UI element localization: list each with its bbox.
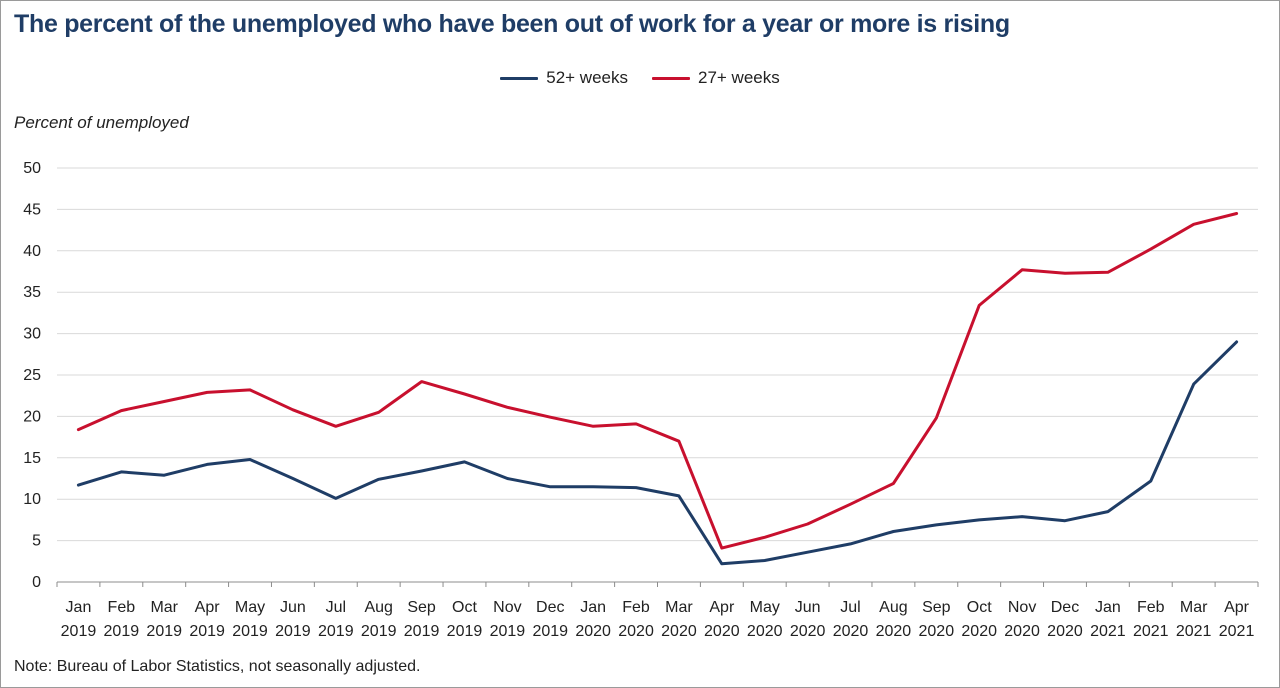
- x-tick-label-year: 2019: [104, 623, 140, 640]
- x-tick-label-month: Nov: [493, 599, 521, 616]
- x-tick-label-year: 2020: [1047, 623, 1083, 640]
- x-tick-label-year: 2021: [1090, 623, 1126, 640]
- x-tick-label-year: 2020: [790, 623, 826, 640]
- legend-label-52-weeks: 52+ weeks: [546, 68, 628, 87]
- y-tick-label: 40: [23, 243, 41, 260]
- x-tick-label-year: 2020: [961, 623, 997, 640]
- legend-swatch-52-weeks: [500, 76, 539, 80]
- x-tick-label-year: 2020: [704, 623, 740, 640]
- y-tick-label: 5: [32, 533, 41, 550]
- legend-swatch-27-weeks: [652, 76, 690, 80]
- y-tick-label: 25: [23, 367, 41, 384]
- x-tick-label-month: Aug: [364, 599, 392, 616]
- x-tick-label-year: 2019: [318, 623, 354, 640]
- x-tick-label-year: 2020: [618, 623, 654, 640]
- x-tick-label-month: Dec: [536, 599, 564, 616]
- x-tick-label-month: Apr: [195, 599, 221, 616]
- y-axis-label: Percent of unemployed: [14, 113, 189, 132]
- x-tick-label-month: Apr: [709, 599, 735, 616]
- x-tick-label-month: Oct: [967, 599, 992, 616]
- x-tick-label-year: 2019: [189, 623, 225, 640]
- x-tick-label-month: Jun: [795, 599, 821, 616]
- x-tick-label-year: 2020: [833, 623, 869, 640]
- y-tick-label: 45: [23, 201, 41, 218]
- x-tick-label-year: 2019: [490, 623, 526, 640]
- x-tick-label-year: 2019: [232, 623, 268, 640]
- x-tick-label-month: Mar: [665, 599, 693, 616]
- x-tick-label-month: May: [235, 599, 265, 616]
- x-tick-label-month: Oct: [452, 599, 477, 616]
- x-tick-label-month: Feb: [1137, 599, 1165, 616]
- legend: 52+ weeks 27+ weeks: [0, 68, 1280, 88]
- x-tick-label-month: Jan: [1095, 599, 1121, 616]
- x-tick-label-month: Jul: [840, 599, 860, 616]
- x-tick-label-year: 2020: [575, 623, 611, 640]
- x-tick-label-year: 2020: [876, 623, 912, 640]
- source-note: Note: Bureau of Labor Statistics, not se…: [14, 658, 421, 675]
- y-tick-label: 15: [23, 450, 41, 467]
- x-tick-label-year: 2019: [361, 623, 397, 640]
- x-tick-label-month: Dec: [1051, 599, 1079, 616]
- x-tick-label-year: 2019: [61, 623, 97, 640]
- x-tick-label-month: Sep: [407, 599, 436, 616]
- y-tick-label: 50: [23, 160, 41, 177]
- x-tick-label-year: 2020: [747, 623, 783, 640]
- chart-title: The percent of the unemployed who have b…: [14, 10, 1010, 38]
- x-tick-label-month: Jul: [326, 599, 346, 616]
- y-tick-label: 20: [23, 408, 41, 425]
- y-tick-label: 0: [32, 574, 41, 591]
- x-tick-label-year: 2019: [146, 623, 182, 640]
- x-tick-label-month: Nov: [1008, 599, 1036, 616]
- series-line-27-weeks: [76, 212, 1239, 550]
- x-tick-label-year: 2019: [532, 623, 568, 640]
- x-tick-label-year: 2020: [919, 623, 955, 640]
- x-tick-label-month: Mar: [150, 599, 178, 616]
- x-tick-label-year: 2021: [1133, 623, 1169, 640]
- x-tick-label-year: 2019: [447, 623, 483, 640]
- x-tick-label-month: Aug: [879, 599, 907, 616]
- x-tick-label-month: Jan: [580, 599, 606, 616]
- x-tick-label-year: 2020: [661, 623, 697, 640]
- series-line-52-weeks: [76, 340, 1239, 566]
- x-tick-label-year: 2021: [1219, 623, 1255, 640]
- x-tick-label-month: Jan: [66, 599, 92, 616]
- x-tick-label-month: Feb: [108, 599, 136, 616]
- legend-item-27-weeks: 27+ weeks: [652, 68, 780, 88]
- x-tick-label-year: 2021: [1176, 623, 1212, 640]
- x-tick-label-month: Apr: [1224, 599, 1250, 616]
- x-tick-label-month: Feb: [622, 599, 650, 616]
- y-tick-label: 35: [23, 284, 41, 301]
- x-tick-label-month: May: [750, 599, 780, 616]
- x-tick-label-year: 2019: [275, 623, 311, 640]
- x-tick-label-year: 2020: [1004, 623, 1040, 640]
- x-tick-label-month: Mar: [1180, 599, 1208, 616]
- x-tick-label-month: Sep: [922, 599, 951, 616]
- y-tick-label: 30: [23, 326, 41, 343]
- legend-item-52-weeks: 52+ weeks: [500, 68, 628, 88]
- x-tick-label-year: 2019: [404, 623, 440, 640]
- y-tick-label: 10: [23, 491, 41, 508]
- x-tick-label-month: Jun: [280, 599, 306, 616]
- legend-label-27-weeks: 27+ weeks: [698, 68, 780, 87]
